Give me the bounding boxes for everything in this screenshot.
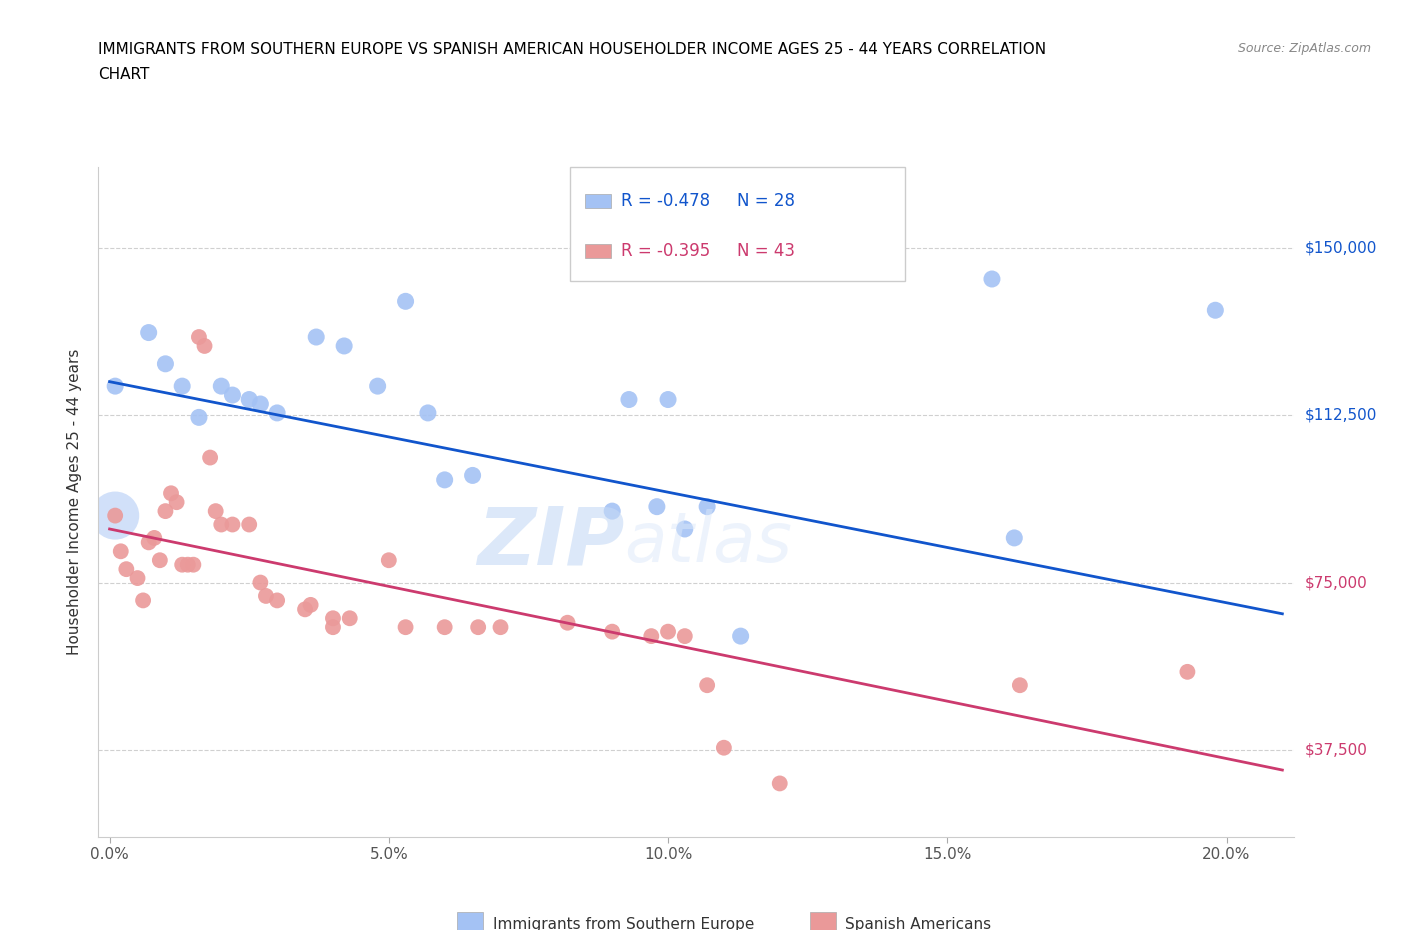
Point — [187, 410, 209, 425]
Point — [333, 339, 356, 353]
Point — [880, 254, 903, 269]
Point — [433, 619, 456, 634]
Text: atlas: atlas — [624, 509, 792, 576]
FancyBboxPatch shape — [571, 167, 905, 281]
Point — [138, 535, 160, 550]
Point — [600, 624, 623, 639]
Point — [115, 562, 138, 577]
Point — [238, 517, 260, 532]
Point — [254, 589, 277, 604]
Point — [673, 629, 696, 644]
Point — [155, 504, 177, 519]
Point — [110, 544, 132, 559]
Point — [177, 557, 200, 572]
Point — [132, 593, 155, 608]
Point — [467, 619, 489, 634]
Point — [104, 508, 127, 523]
Point — [198, 450, 221, 465]
Point — [645, 499, 668, 514]
Point — [172, 379, 194, 393]
Point — [221, 517, 243, 532]
Text: R = -0.395: R = -0.395 — [620, 242, 710, 260]
FancyBboxPatch shape — [585, 193, 612, 208]
Text: $112,500: $112,500 — [1305, 407, 1376, 422]
Point — [981, 272, 1004, 286]
Point — [1204, 303, 1226, 318]
Point — [266, 593, 288, 608]
Point — [155, 356, 177, 371]
Text: ZIP: ZIP — [477, 503, 624, 581]
Point — [673, 522, 696, 537]
Point — [209, 517, 232, 532]
Text: N = 28: N = 28 — [737, 192, 794, 210]
Point — [299, 597, 322, 612]
Point — [367, 379, 389, 393]
Point — [322, 611, 344, 626]
Point — [489, 619, 512, 634]
Point — [657, 392, 679, 407]
Point — [730, 629, 752, 644]
Point — [249, 396, 271, 411]
Point — [713, 740, 735, 755]
Point — [127, 571, 149, 586]
Point — [187, 329, 209, 344]
Text: Spanish Americans: Spanish Americans — [845, 917, 991, 930]
FancyBboxPatch shape — [457, 912, 484, 930]
Point — [160, 485, 183, 500]
Point — [294, 602, 316, 617]
Y-axis label: Householder Income Ages 25 - 44 years: Householder Income Ages 25 - 44 years — [67, 349, 83, 656]
Text: R = -0.478: R = -0.478 — [620, 192, 710, 210]
Point — [378, 552, 401, 567]
Point — [221, 388, 243, 403]
FancyBboxPatch shape — [810, 912, 835, 930]
Point — [394, 619, 416, 634]
Point — [104, 508, 127, 523]
Point — [696, 678, 718, 693]
Text: IMMIGRANTS FROM SOUTHERN EUROPE VS SPANISH AMERICAN HOUSEHOLDER INCOME AGES 25 -: IMMIGRANTS FROM SOUTHERN EUROPE VS SPANI… — [98, 42, 1046, 57]
Point — [416, 405, 439, 420]
Point — [769, 776, 792, 790]
Point — [249, 575, 271, 590]
Text: Immigrants from Southern Europe: Immigrants from Southern Europe — [492, 917, 754, 930]
Point — [433, 472, 456, 487]
Point — [461, 468, 484, 483]
Point — [1002, 530, 1025, 545]
Point — [1008, 678, 1031, 693]
Point — [394, 294, 416, 309]
Point — [143, 530, 166, 545]
Point — [209, 379, 232, 393]
Point — [138, 326, 160, 340]
Point — [617, 392, 640, 407]
Point — [1177, 664, 1199, 679]
Text: $37,500: $37,500 — [1305, 742, 1368, 757]
Point — [657, 624, 679, 639]
Point — [322, 619, 344, 634]
Point — [600, 504, 623, 519]
Point — [238, 392, 260, 407]
FancyBboxPatch shape — [585, 244, 612, 259]
Point — [104, 379, 127, 393]
Text: $75,000: $75,000 — [1305, 575, 1368, 590]
Point — [149, 552, 172, 567]
Text: N = 43: N = 43 — [737, 242, 794, 260]
Point — [339, 611, 361, 626]
Point — [183, 557, 205, 572]
Point — [166, 495, 188, 510]
Text: Source: ZipAtlas.com: Source: ZipAtlas.com — [1237, 42, 1371, 55]
Point — [172, 557, 194, 572]
Point — [557, 616, 579, 631]
Point — [266, 405, 288, 420]
Point — [696, 499, 718, 514]
Point — [193, 339, 215, 353]
Point — [640, 629, 662, 644]
Text: CHART: CHART — [98, 67, 150, 82]
Point — [204, 504, 226, 519]
Text: $150,000: $150,000 — [1305, 240, 1376, 255]
Point — [305, 329, 328, 344]
